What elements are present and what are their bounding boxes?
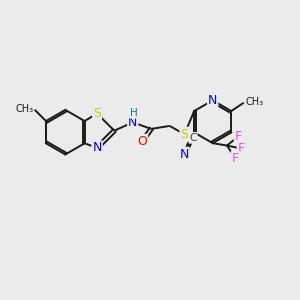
Text: F: F bbox=[232, 152, 239, 164]
Text: S: S bbox=[181, 128, 188, 141]
Text: CH₃: CH₃ bbox=[245, 97, 263, 107]
Text: CH₃: CH₃ bbox=[15, 104, 33, 114]
Text: H: H bbox=[130, 108, 138, 118]
Text: N: N bbox=[92, 141, 102, 154]
Text: N: N bbox=[128, 116, 137, 129]
Text: F: F bbox=[238, 142, 245, 155]
Text: N: N bbox=[179, 148, 189, 161]
Text: O: O bbox=[137, 135, 147, 148]
Text: F: F bbox=[235, 130, 242, 143]
Text: N: N bbox=[208, 94, 218, 107]
Text: S: S bbox=[93, 107, 101, 120]
Text: C: C bbox=[189, 133, 197, 143]
